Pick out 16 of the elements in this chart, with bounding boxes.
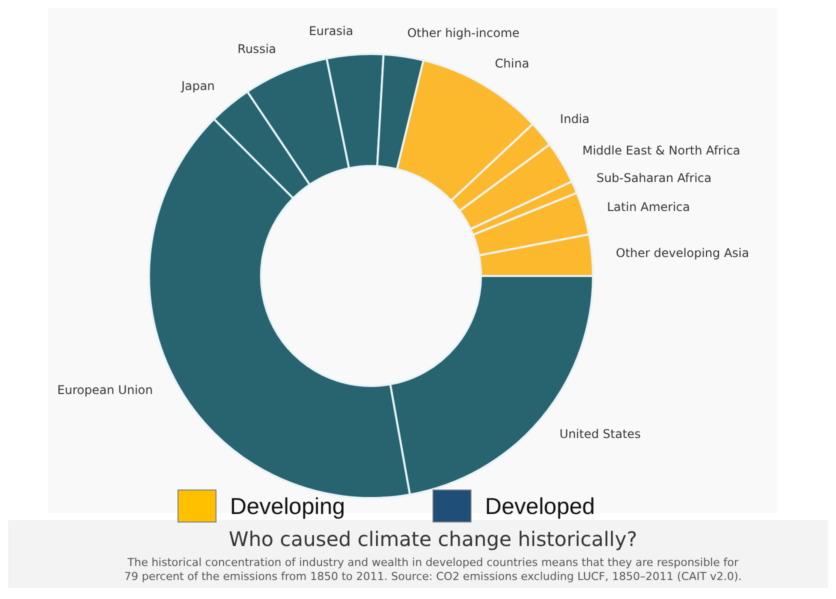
slice-label: Other developing Asia (616, 246, 750, 260)
slice-label: Japan (180, 79, 215, 94)
slice-label: European Union (57, 382, 153, 397)
text: Developing (230, 493, 346, 520)
slice-label: Eurasia (308, 24, 354, 38)
slice-label: India (560, 112, 590, 126)
slice-label: Russia (238, 42, 276, 56)
text: The historical concentration of industry and wealth in developed countries means that they are responsible for 79 percent of the emissions from 1850 to 2011. Source: CO2 emissions excluding LUCF, 1850–2011 (CAIT v2.0). (124, 556, 742, 583)
text: Who caused climate change historically? (228, 527, 638, 551)
text: Developed (485, 493, 595, 520)
slice-label: China (494, 56, 530, 71)
slice-label: Latin America (607, 200, 690, 214)
slice-label: Middle East & North Africa (582, 143, 740, 158)
slice-label: Other high-income (407, 26, 520, 40)
slice-label: Sub-Saharan Africa (596, 170, 712, 185)
slice-label: United States (560, 427, 641, 442)
